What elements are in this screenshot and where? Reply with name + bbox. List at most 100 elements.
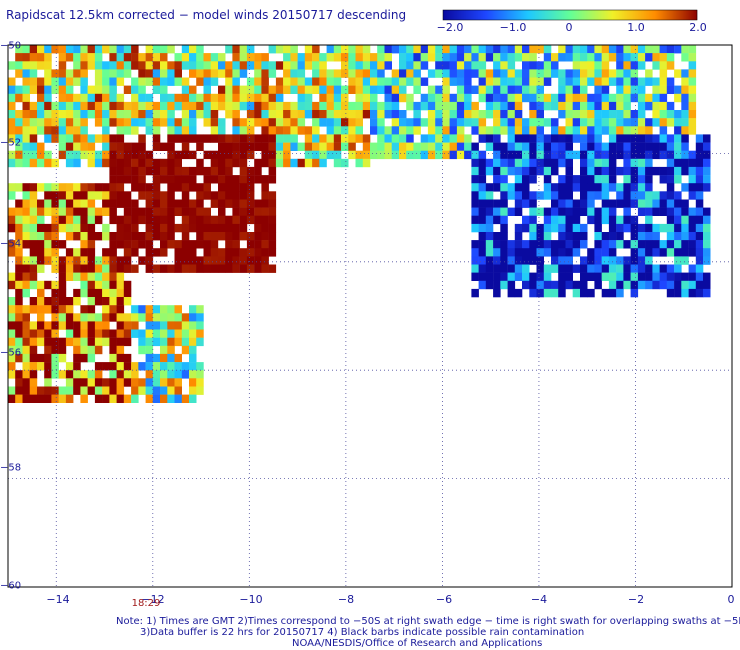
wind-diff-cell	[275, 110, 284, 119]
wind-diff-cell	[37, 240, 45, 249]
wind-diff-cell	[681, 126, 689, 135]
wind-diff-cell	[543, 166, 552, 176]
wind-diff-cell	[681, 85, 689, 94]
wind-diff-cell	[377, 77, 385, 86]
wind-diff-cell	[87, 329, 96, 338]
wind-diff-cell	[145, 337, 154, 347]
wind-diff-cell	[145, 232, 154, 241]
wind-diff-cell	[399, 110, 407, 119]
wind-diff-cell	[580, 85, 588, 94]
wind-diff-cell	[116, 101, 125, 111]
x-tick-label: −10	[239, 593, 263, 606]
wind-diff-cell	[145, 110, 154, 119]
wind-diff-cell	[572, 110, 581, 119]
wind-diff-cell	[131, 215, 139, 225]
wind-diff-cell	[666, 215, 675, 225]
wind-diff-cell	[551, 61, 559, 70]
wind-diff-cell	[138, 118, 146, 127]
colorbar-segment	[648, 10, 650, 20]
wind-diff-cell	[174, 394, 182, 403]
wind-diff-cell	[500, 85, 508, 94]
wind-diff-cell	[297, 85, 306, 94]
wind-diff-cell	[8, 240, 16, 249]
wind-diff-cell	[87, 353, 96, 363]
wind-diff-cell	[109, 264, 117, 273]
wind-diff-cell	[203, 215, 211, 225]
wind-diff-cell	[471, 158, 479, 168]
wind-diff-cell	[196, 134, 204, 143]
colorbar-segment	[635, 10, 637, 20]
wind-diff-cell	[94, 378, 103, 387]
wind-diff-cell	[333, 85, 342, 94]
wind-diff-cell	[29, 61, 38, 70]
wind-diff-cell	[15, 353, 23, 363]
wind-diff-cell	[109, 370, 117, 379]
wind-diff-cell	[22, 118, 30, 127]
wind-diff-cell	[167, 353, 175, 363]
wind-diff-cell	[160, 378, 168, 387]
wind-diff-cell	[138, 305, 146, 314]
colorbar-segment	[544, 10, 546, 20]
wind-diff-cell	[384, 150, 392, 160]
colorbar-segment	[560, 10, 562, 20]
wind-diff-cell	[681, 280, 689, 290]
wind-diff-cell	[442, 93, 450, 103]
wind-diff-cell	[529, 77, 537, 86]
wind-diff-cell	[507, 240, 516, 249]
wind-diff-cell	[210, 53, 219, 62]
wind-diff-cell	[543, 101, 552, 111]
colorbar-segment	[532, 10, 534, 20]
wind-diff-cell	[232, 264, 240, 273]
colorbar-segment	[633, 10, 635, 20]
wind-diff-cell	[196, 45, 204, 54]
colorbar-segment	[603, 10, 605, 20]
colorbar-segment	[530, 10, 532, 20]
wind-diff-cell	[73, 232, 81, 241]
wind-diff-cell	[674, 288, 682, 298]
wind-diff-cell	[522, 158, 530, 168]
colorbar-segment	[641, 10, 643, 20]
wind-diff-cell	[681, 158, 689, 168]
wind-diff-cell	[225, 191, 233, 200]
colorbar-segment	[630, 10, 632, 20]
wind-diff-cell	[8, 337, 16, 347]
wind-diff-cell	[703, 280, 711, 290]
wind-diff-cell	[572, 223, 581, 233]
wind-diff-cell	[478, 134, 487, 143]
wind-diff-cell	[594, 166, 602, 176]
wind-diff-cell	[123, 45, 132, 54]
wind-diff-cell	[275, 77, 284, 86]
wind-diff-cell	[8, 313, 16, 322]
wind-diff-cell	[500, 45, 508, 54]
wind-diff-cell	[283, 158, 291, 168]
wind-diff-cell	[695, 280, 704, 290]
wind-diff-cell	[218, 142, 226, 151]
wind-diff-cell	[493, 199, 501, 208]
x-tick-label: −14	[46, 593, 70, 606]
wind-diff-cell	[580, 256, 588, 265]
wind-diff-cell	[608, 134, 617, 143]
wind-diff-cell	[695, 207, 704, 216]
wind-diff-cell	[44, 53, 52, 62]
wind-diff-cell	[181, 77, 190, 86]
colorbar-segment	[467, 10, 469, 20]
wind-diff-cell	[572, 118, 581, 127]
wind-diff-cell	[312, 150, 320, 160]
wind-diff-cell	[65, 45, 74, 54]
wind-diff-cell	[471, 142, 479, 151]
wind-diff-cell	[695, 215, 704, 225]
wind-diff-cell	[87, 240, 96, 249]
wind-diff-cell	[500, 158, 508, 168]
wind-diff-cell	[73, 61, 81, 70]
wind-diff-cell	[203, 183, 211, 192]
wind-diff-cell	[558, 280, 566, 290]
wind-diff-cell	[435, 101, 443, 111]
wind-diff-cell	[29, 215, 38, 225]
wind-diff-cell	[58, 110, 67, 119]
wind-diff-cell	[370, 118, 378, 127]
wind-diff-cell	[464, 85, 472, 94]
wind-diff-cell	[572, 77, 581, 86]
wind-diff-cell	[449, 45, 458, 54]
wind-diff-cell	[131, 313, 139, 322]
wind-diff-cell	[507, 118, 516, 127]
